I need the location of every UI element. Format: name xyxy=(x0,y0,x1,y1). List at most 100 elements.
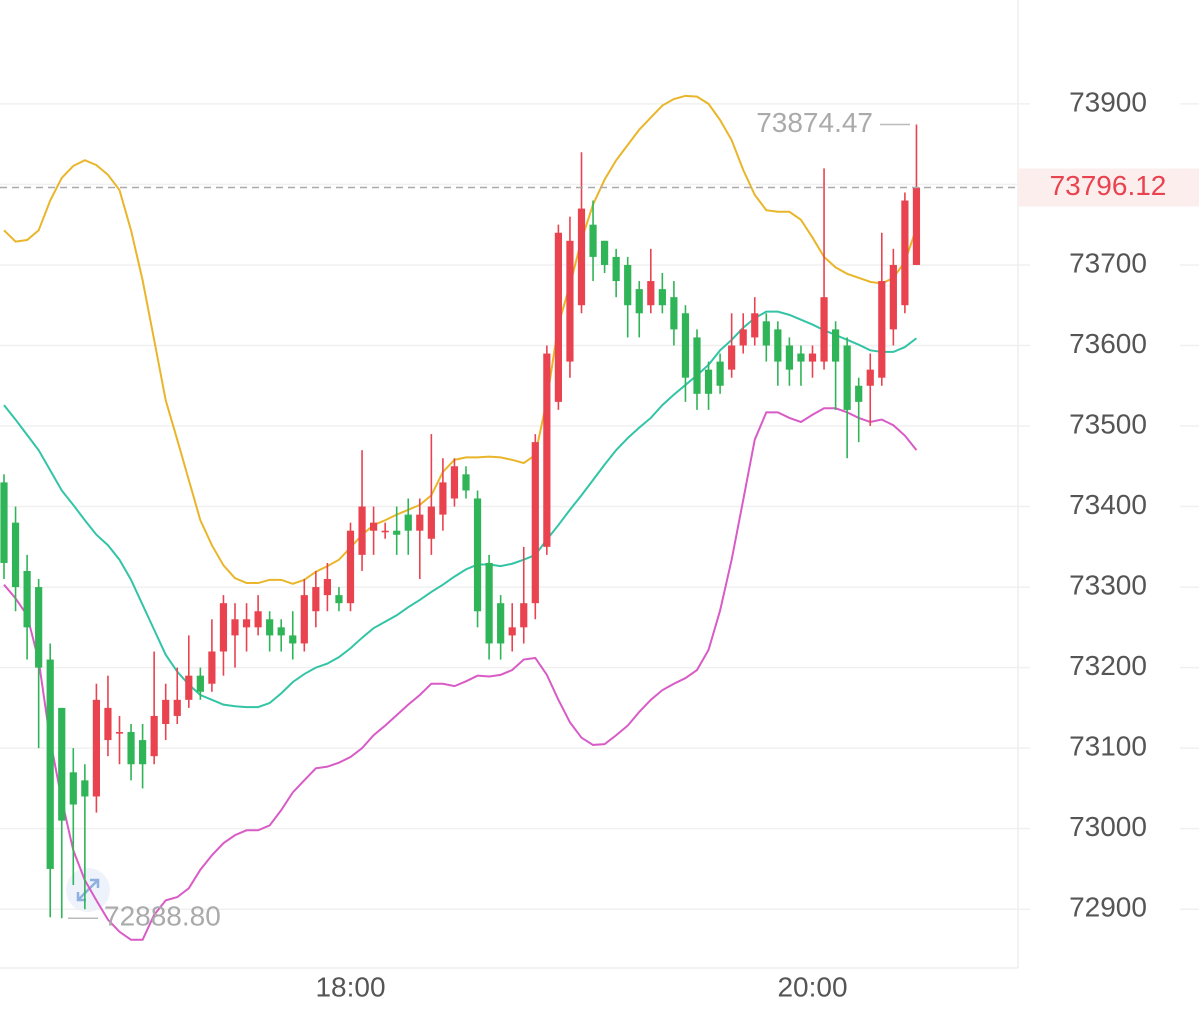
y-tick-label: 73500 xyxy=(1069,408,1147,439)
candle-body xyxy=(416,514,424,531)
y-tick-label: 73100 xyxy=(1069,731,1147,762)
candle-body xyxy=(300,595,308,644)
candle-body xyxy=(0,482,8,563)
candle-body xyxy=(531,442,539,604)
candle-body xyxy=(370,522,378,531)
candle-body xyxy=(81,780,89,797)
candle-body xyxy=(289,635,297,644)
candle-body xyxy=(427,506,435,539)
y-tick-label: 73400 xyxy=(1069,489,1147,520)
indicator-item: MACD(12,26,9) xyxy=(14,1019,195,1022)
candle-body xyxy=(266,619,274,636)
candle-body xyxy=(612,256,620,282)
indicator-item: MACD:39.42 xyxy=(465,1019,614,1022)
y-tick-label: 72900 xyxy=(1069,892,1147,923)
candle-body xyxy=(704,369,713,394)
candle-body xyxy=(866,369,874,386)
candle-body xyxy=(358,506,366,555)
candle-body xyxy=(139,740,147,765)
candle-body xyxy=(681,313,690,378)
candle-body xyxy=(58,707,66,821)
candle-body xyxy=(35,587,43,668)
indicator-item: DEA:28.76 xyxy=(329,1019,455,1022)
candle-body xyxy=(889,264,897,330)
candle-body xyxy=(716,361,724,386)
candle-body xyxy=(242,619,251,628)
candle-body xyxy=(601,240,609,265)
candle-body xyxy=(739,329,747,346)
expand-icon xyxy=(66,868,110,912)
candle-body xyxy=(346,530,355,604)
candle-body xyxy=(785,345,793,370)
candle-body xyxy=(69,772,77,805)
candle-body xyxy=(219,603,228,652)
candle-body xyxy=(520,603,528,628)
candle-body xyxy=(381,530,389,533)
candle-body xyxy=(878,281,886,378)
candle-body xyxy=(473,498,482,612)
candle-body xyxy=(855,385,863,402)
band-line xyxy=(3,310,918,709)
band-line xyxy=(3,407,918,941)
candle-body xyxy=(196,675,204,692)
candle-body xyxy=(670,297,678,330)
candle-body xyxy=(104,707,112,741)
candle-body xyxy=(115,732,124,734)
candle-body xyxy=(566,240,574,362)
max-label: 73874.47 xyxy=(756,107,873,138)
last-price-label: 73796.12 xyxy=(1050,170,1167,201)
candle-body xyxy=(797,353,805,362)
candle-body xyxy=(485,562,493,644)
candle-body xyxy=(92,699,100,797)
candle-body xyxy=(404,514,412,531)
candle-body xyxy=(46,659,54,869)
candle-body xyxy=(462,474,470,491)
candle-body xyxy=(323,579,331,596)
candle-body xyxy=(728,345,736,370)
candle-body xyxy=(693,337,701,394)
band-line xyxy=(3,94,918,585)
indicator-item: DIF:48.47 xyxy=(205,1019,319,1022)
candle-body xyxy=(439,482,447,515)
candle-body xyxy=(208,651,216,684)
y-tick-label: 73700 xyxy=(1069,247,1147,278)
candle-body xyxy=(162,699,170,724)
candle-body xyxy=(832,329,840,362)
candle-body xyxy=(589,224,597,257)
candle-body xyxy=(11,522,20,588)
candle-body xyxy=(635,289,643,314)
candle-body xyxy=(543,353,551,547)
candle-body xyxy=(497,603,505,644)
y-tick-label: 73300 xyxy=(1069,569,1147,600)
candle-body xyxy=(901,200,909,306)
candle-body xyxy=(843,345,851,410)
candle-body xyxy=(577,208,586,306)
candle-body xyxy=(808,353,817,362)
candle-body xyxy=(647,281,655,306)
candle-body xyxy=(231,619,239,636)
min-label: 72888.80 xyxy=(104,901,221,932)
candle-body xyxy=(312,587,320,612)
candle-body xyxy=(624,264,632,306)
y-tick-label: 73000 xyxy=(1069,811,1147,842)
candle-body xyxy=(185,675,193,700)
candle-body xyxy=(912,187,921,265)
y-tick-label: 73200 xyxy=(1069,650,1147,681)
candle-body xyxy=(127,732,135,765)
candle-body xyxy=(774,329,782,362)
candle-body xyxy=(173,699,181,716)
last-price-box xyxy=(1018,168,1199,207)
candle-body xyxy=(658,289,666,306)
indicator-header: MACD(12,26,9) DIF:48.47 DEA:28.76 MACD:39.4… xyxy=(14,1019,613,1022)
candle-body xyxy=(450,466,459,499)
candle-body xyxy=(762,321,770,346)
candle-body xyxy=(820,297,828,362)
x-tick-label: 18:00 xyxy=(315,971,385,1002)
candle-body xyxy=(254,611,262,628)
y-tick-label: 73900 xyxy=(1069,86,1147,117)
candle-body xyxy=(554,232,562,402)
candle-body xyxy=(751,313,759,338)
x-tick-label: 20:00 xyxy=(777,971,847,1002)
candle-body xyxy=(277,627,285,636)
